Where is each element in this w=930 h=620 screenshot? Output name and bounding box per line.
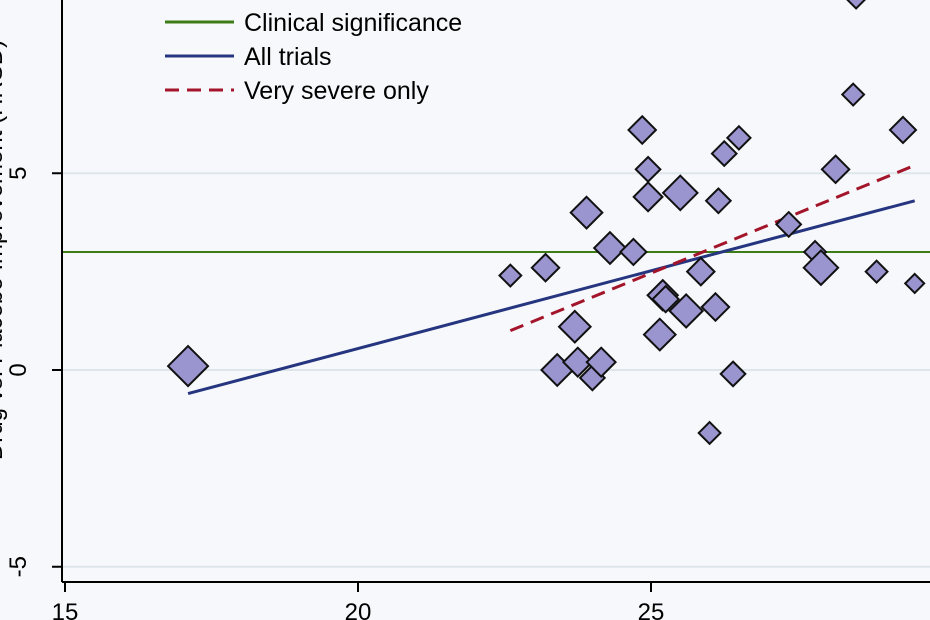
data-point-11 bbox=[619, 237, 648, 267]
data-point-29 bbox=[802, 249, 840, 287]
y-axis-title: Drug vs. Placebo Improvement (HRSD) bbox=[0, 40, 8, 460]
data-point-15 bbox=[642, 317, 678, 352]
data-points bbox=[166, 0, 926, 446]
data-point-26 bbox=[725, 124, 752, 151]
data-point-23 bbox=[704, 187, 733, 215]
very-severe-line bbox=[509, 163, 916, 333]
data-point-13 bbox=[632, 181, 664, 213]
y-tick-label-5: 5 bbox=[5, 167, 32, 180]
data-point-24 bbox=[710, 139, 738, 168]
data-point-20 bbox=[685, 256, 716, 287]
legend-label-3: Very severe only bbox=[244, 77, 429, 105]
data-point-32 bbox=[846, 0, 866, 10]
data-point-6 bbox=[561, 346, 594, 378]
y-tick-label-0: 0 bbox=[5, 363, 32, 376]
data-point-30 bbox=[820, 154, 851, 185]
legend-label-1: Clinical significance bbox=[244, 9, 462, 37]
x-tick-label-25: 25 bbox=[638, 599, 665, 620]
data-point-22 bbox=[700, 291, 731, 323]
data-point-14 bbox=[634, 155, 662, 184]
data-point-3 bbox=[530, 252, 561, 283]
y-tick-label--5: -5 bbox=[5, 556, 32, 577]
data-point-31 bbox=[840, 82, 866, 107]
data-point-33 bbox=[864, 259, 889, 284]
x-tick-label-20: 20 bbox=[345, 599, 372, 620]
data-point-35 bbox=[903, 272, 926, 295]
data-point-17 bbox=[651, 284, 681, 314]
data-point-7 bbox=[569, 195, 604, 230]
data-point-5 bbox=[557, 309, 593, 344]
grid-lines bbox=[62, 172, 930, 568]
legend: Clinical significance All trials Very seve… bbox=[165, 9, 462, 105]
data-point-34 bbox=[888, 115, 918, 145]
data-point-9 bbox=[585, 346, 618, 378]
data-point-21 bbox=[697, 420, 722, 446]
data-point-27 bbox=[774, 210, 803, 239]
data-point-12 bbox=[627, 114, 658, 146]
data-point-19 bbox=[668, 293, 705, 329]
data-point-2 bbox=[498, 263, 523, 288]
axes: 15202530-505 bbox=[5, 0, 930, 620]
data-point-18 bbox=[661, 174, 699, 212]
data-point-25 bbox=[719, 360, 747, 388]
legend-label-2: All trials bbox=[244, 43, 332, 71]
data-point-10 bbox=[592, 230, 628, 266]
x-tick-label-15: 15 bbox=[52, 599, 79, 620]
data-point-1 bbox=[166, 344, 210, 388]
